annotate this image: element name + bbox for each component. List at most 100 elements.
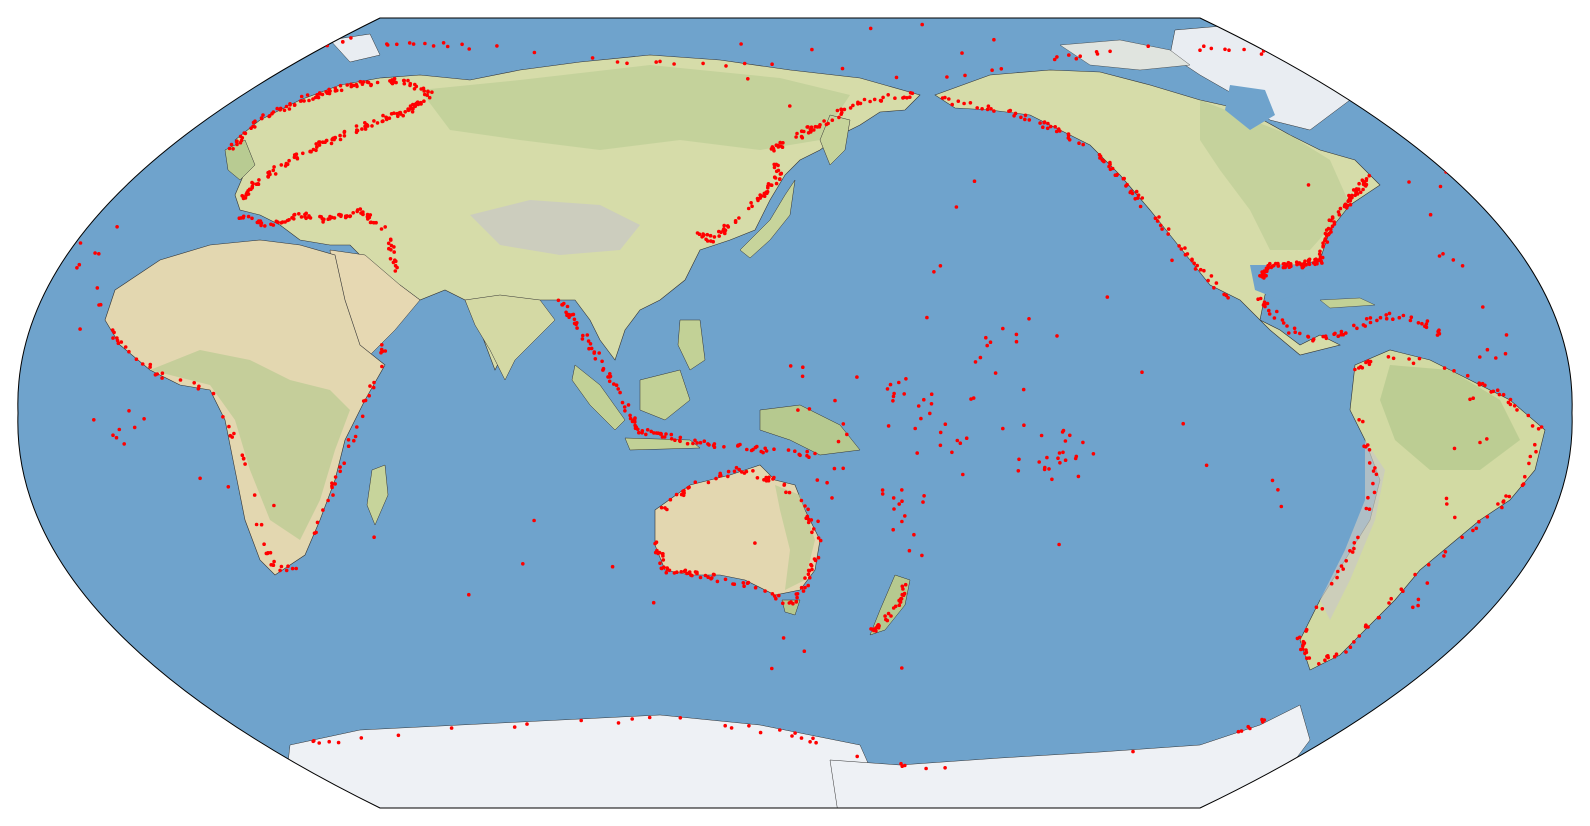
site-marker (317, 143, 322, 147)
site-marker (772, 594, 777, 598)
site-marker (938, 264, 943, 268)
site-marker (380, 343, 384, 347)
site-marker (921, 500, 925, 504)
site-marker (366, 217, 370, 221)
site-marker (1001, 326, 1005, 331)
site-marker (363, 398, 368, 403)
site-marker (278, 106, 283, 111)
site-marker (940, 96, 945, 100)
site-marker (299, 215, 304, 219)
site-marker (1357, 634, 1362, 638)
site-marker (1305, 656, 1309, 660)
site-marker (1346, 199, 1350, 204)
site-marker (365, 124, 370, 128)
site-marker (427, 95, 432, 100)
site-marker (797, 452, 801, 457)
marker-layer (75, 22, 1544, 771)
site-marker (244, 193, 249, 197)
site-marker (360, 82, 365, 86)
site-marker (614, 383, 619, 388)
site-marker (1261, 274, 1266, 278)
site-marker (449, 726, 454, 730)
site-marker (232, 431, 236, 436)
site-marker (1012, 114, 1016, 118)
site-marker (1193, 267, 1198, 271)
cuba (1319, 297, 1376, 309)
site-marker (243, 82, 247, 86)
site-marker (1336, 210, 1341, 214)
site-marker (932, 270, 936, 274)
site-marker (628, 416, 633, 421)
site-marker (368, 213, 373, 217)
site-marker (885, 387, 890, 391)
andes (1320, 440, 1385, 620)
site-marker (772, 165, 777, 170)
site-marker (894, 75, 899, 80)
site-marker (822, 119, 826, 123)
site-marker (92, 418, 96, 422)
site-marker (1364, 506, 1369, 511)
site-marker (426, 89, 430, 94)
site-marker (878, 98, 883, 103)
site-marker (249, 126, 253, 130)
site-marker (1321, 334, 1325, 339)
site-marker (1495, 388, 1500, 393)
site-marker (809, 125, 814, 129)
site-marker (818, 538, 823, 543)
site-marker (1491, 389, 1496, 394)
site-marker (1129, 189, 1133, 194)
site-marker (1401, 589, 1405, 593)
site-marker (249, 77, 253, 81)
site-marker (198, 476, 202, 481)
site-marker (579, 718, 583, 723)
site-marker (1140, 370, 1144, 375)
site-marker (1378, 315, 1383, 320)
site-marker (1362, 180, 1367, 185)
site-marker (766, 184, 770, 188)
site-marker (1471, 396, 1475, 401)
site-marker (1344, 559, 1348, 563)
site-marker (589, 346, 594, 351)
site-marker (751, 469, 755, 473)
site-marker (387, 116, 392, 120)
site-marker (284, 568, 289, 573)
site-marker (1445, 502, 1449, 506)
site-marker (1318, 249, 1322, 254)
site-marker (796, 408, 800, 412)
site-marker (806, 507, 810, 512)
site-marker (901, 587, 905, 591)
site-marker (787, 490, 792, 495)
site-marker (313, 95, 318, 100)
site-marker (841, 422, 846, 426)
site-marker (1441, 252, 1445, 256)
site-marker (384, 115, 389, 120)
site-marker (111, 433, 115, 438)
sumatra (571, 364, 626, 431)
site-marker (799, 736, 804, 740)
site-marker (737, 467, 741, 472)
site-marker (271, 110, 276, 114)
site-marker (1366, 359, 1370, 363)
site-marker (893, 604, 898, 609)
site-marker (781, 141, 785, 145)
site-marker (1306, 183, 1311, 187)
site-marker (328, 214, 332, 219)
site-marker (809, 562, 813, 567)
site-marker (762, 478, 766, 482)
site-marker (1267, 308, 1271, 313)
site-marker (467, 592, 471, 597)
site-marker (1050, 477, 1054, 482)
site-marker (368, 384, 372, 388)
site-marker (1170, 258, 1174, 263)
site-marker (1223, 47, 1227, 52)
site-marker (900, 584, 905, 589)
site-marker (1066, 132, 1071, 136)
site-marker (1298, 331, 1302, 336)
site-marker (349, 84, 354, 89)
site-marker (1146, 44, 1150, 48)
site-marker (794, 600, 799, 604)
site-marker (704, 237, 708, 242)
site-marker (886, 611, 891, 616)
site-marker (1262, 718, 1267, 722)
site-marker (153, 373, 158, 377)
